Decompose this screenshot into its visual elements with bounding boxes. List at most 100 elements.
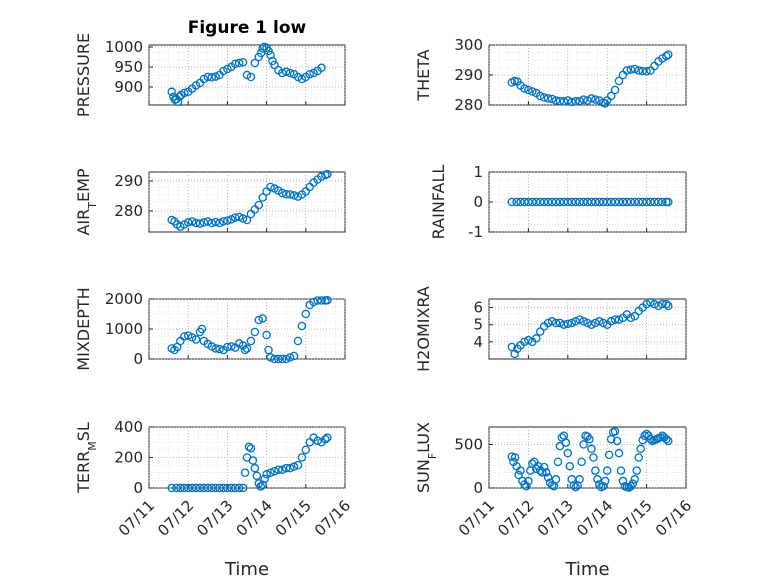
data-point [293,336,303,346]
data-point [323,169,332,179]
data-point [567,318,576,328]
data-point [167,87,176,97]
data-point [278,354,287,364]
data-point [281,189,291,199]
y-axis-label: SUNFLUX [414,422,439,493]
data-point [575,315,584,324]
data-point [563,448,573,458]
y-tick-label: 1000 [105,38,143,56]
data-point [191,335,201,344]
data-point [246,336,256,346]
data-point [543,473,553,482]
y-axis-label: AIRTEMP [74,168,99,235]
data-point [516,466,525,475]
y-tick-label: 280 [454,96,483,114]
data-point [195,219,205,228]
data-point [664,50,673,59]
data-point [507,342,517,352]
data-point [264,345,273,355]
y-tick-label: 0 [133,350,143,368]
data-point [520,337,529,347]
data-point [587,320,596,329]
data-point [575,197,584,207]
data-point [571,97,580,106]
data-point [532,334,541,343]
data-point [180,88,189,98]
data-point [650,299,659,309]
data-point [579,95,588,104]
data-point [199,218,209,227]
data-point [305,69,314,79]
data-point [534,461,543,471]
data-point [227,342,236,351]
data-point [203,72,213,82]
data-point [281,354,291,364]
data-point [535,197,545,207]
data-point [252,471,262,481]
x-tick-label: 07/12 [494,496,537,539]
data-point [281,463,291,473]
data-point [551,96,561,105]
y-tick-label: 0 [473,479,483,497]
data-point [551,475,561,484]
data-point [587,94,596,103]
panel-h2omixra: 456 H2OMIXRA [414,286,687,372]
data-point [266,353,275,362]
data-point [547,197,557,207]
data-point [638,197,647,207]
data-point [323,295,332,305]
data-point [618,197,628,207]
data-point [301,309,311,319]
data-point [258,314,267,323]
data-point [630,64,640,74]
data-point [317,63,326,73]
data-point [270,466,279,476]
data-point [664,436,673,446]
data-point [240,345,250,355]
data-point [250,58,260,68]
data-point [250,327,260,337]
data-point [614,76,624,86]
data-point [173,97,183,107]
data-point [323,433,332,442]
data-point [244,442,254,452]
y-axis-label: TERRMSL [74,422,99,494]
y-tick-label: 5 [473,316,483,334]
y-tick-label: 1 [473,163,483,181]
data-point [599,482,608,491]
panel-pressure: 900 950 1000 PRESSURE Figure 1 low [74,18,346,117]
data-point [591,318,600,328]
panel-airtemp: 280 290 AIRTEMP [74,168,346,236]
data-point [575,475,584,484]
data-point [638,435,647,445]
y-tick-label: 290 [454,66,483,84]
data-point [234,58,244,68]
data-point [246,72,256,82]
data-point [230,59,240,69]
data-point [266,182,275,192]
data-point [585,434,594,444]
data-point [626,65,636,74]
data-point [522,482,531,491]
data-point [579,440,588,449]
data-point [595,317,604,326]
data-point [262,470,271,479]
data-point [258,193,267,202]
data-point [215,218,224,228]
data-point [285,463,295,473]
x-tick-label: 07/16 [311,496,354,539]
panel-mixdepth: 0 1000 2000 MIXDEPTH [74,287,346,371]
data-point [591,197,600,207]
data-point [642,67,651,76]
data-point [274,465,283,474]
data-point [614,448,624,458]
data-point [285,190,295,199]
data-point [207,73,216,82]
data-point [543,94,553,103]
data-point [650,197,659,207]
data-point [587,197,596,207]
x-tick-label: 07/14 [232,496,275,539]
